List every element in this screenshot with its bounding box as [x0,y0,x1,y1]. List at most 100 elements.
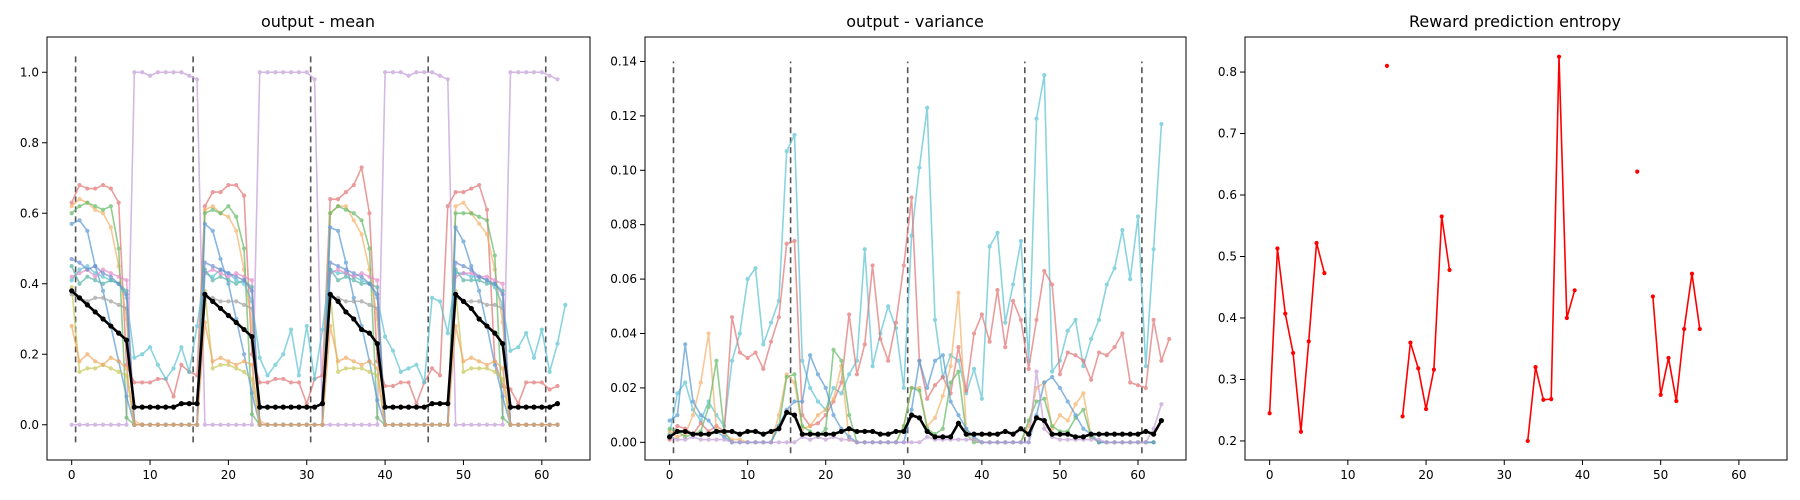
mean-series-1-point [241,193,247,198]
mean-series-12-point [139,404,145,410]
variance-series-5-point [714,437,719,442]
entropy-series-0-point [1658,392,1663,397]
entropy-series-0-point [1314,240,1319,246]
mean-series-12-point [366,330,373,336]
mean-chart-title: output - mean [261,12,375,31]
mean-series-8-point [335,267,341,272]
mean-series-0-point [77,422,82,427]
entropy-series-0-line [1652,272,1701,402]
mean-series-11-point [445,422,450,427]
mean-series-8-point [210,267,215,272]
mean-series-3-point [249,412,254,417]
variance-series-0-point [1159,121,1164,127]
variance-series-6-point [823,431,829,437]
variance-series-6-point [706,431,712,437]
variance-series-1-point [1042,268,1047,274]
variance-series-4-point [1065,399,1070,404]
mean-series-11-point [508,422,513,427]
mean-series-7-point [226,299,231,304]
variance-series-5-point [1112,440,1117,445]
mean-series-2 [69,197,560,427]
mean-series-5-point [335,271,341,276]
variance-series-6-point [1119,431,1125,437]
mean-series-5-point [430,295,435,300]
mean-series-12-point [296,404,302,410]
mean-series-10-point [85,267,90,272]
mean-series-6-point [367,369,372,374]
variance-series-4-point [948,399,953,404]
variance-series-6-point [877,431,883,437]
mean-series-12-point [523,404,529,410]
mean-series-1-point [304,401,309,406]
variance-series-0-point [925,105,930,110]
mean-series-6-point [85,366,90,371]
variance-series-5-point [1042,426,1047,431]
mean-series-11-point [124,366,129,371]
entropy-axes-frame [1244,36,1788,461]
variance-series-4-point [1073,413,1078,418]
mean-series-10-point [77,260,82,265]
variance-series-0-point [979,396,984,401]
mean-series-12-point [492,330,498,336]
variance-series-1-point [1081,358,1086,363]
variance-series-1-point [862,342,867,347]
variance-series-5-point [847,437,852,442]
entropy-series-0-point [1400,414,1405,419]
mean-series-12-point [311,404,318,410]
mean-series-10-point [367,281,372,286]
variance-series-6-point [994,431,1001,437]
mean-series-11-point [437,422,443,427]
variance-series-2-point [1065,418,1070,423]
mean-series-6-point [343,366,349,371]
mean-series-11-point [461,359,466,364]
mean-series-7-point [469,299,474,304]
mean-series-4-point [124,394,129,399]
mean-series-3-point [335,204,341,209]
variance-series-4-point [1042,380,1047,385]
variance-series-0-point [800,358,805,363]
variance-series-3-point [823,426,828,431]
mean-series-12-point [225,312,231,319]
mean-chart-plot: 0 10 20 30 40 50 60 0.0 0.2 0.4 0.6 0.8 1.0 [20,36,591,482]
mean-series-11-point [359,362,364,367]
variance-series-1-point [1050,282,1055,287]
variance-series-1-point [675,423,680,429]
variance-x-tick-label: 0 [666,468,674,482]
mean-series-9-point [69,264,74,269]
mean-series-1-point [257,380,262,385]
variance-x-tick-label: 50 [1052,468,1067,482]
entropy-series-0-point [1322,270,1327,276]
mean-series-7-point [108,299,113,304]
variance-series-6-point [1088,431,1094,437]
mean-series-3-point [93,204,98,209]
entropy-x-tick-label: 10 [1340,468,1355,482]
mean-series-0-point [140,70,145,75]
variance-series-0-point [683,380,688,385]
variance-series-0-point [1034,116,1039,121]
mean-series-0-point [351,422,356,427]
variance-series-5-point [1089,437,1094,442]
variance-series-1-point [987,339,992,344]
mean-series-5-point [234,278,239,283]
mean-series-11-point [500,366,505,371]
mean-series-9-point [343,274,349,279]
mean-series-3-point [202,211,207,216]
entropy-series-0-point [1666,355,1671,361]
mean-series-1-point [100,182,106,188]
mean-series-1-point [547,387,552,392]
variance-series-6-point [1010,431,1016,437]
mean-series-12-point [531,404,537,410]
mean-series-5-point [524,331,529,336]
variance-series-5-point [761,440,766,445]
entropy-series-0-point [1689,271,1695,276]
mean-series-9-point [461,278,466,283]
mean-series-12-point [210,298,216,304]
mean-series-3-point [100,207,106,212]
entropy-y-tick-label: 0.2 [1218,434,1237,448]
entropy-y-tick-label: 0.8 [1218,65,1237,79]
entropy-x-tick-label: 60 [1731,468,1746,482]
variance-series-0-point [792,132,797,138]
mean-series-2-point [93,207,98,212]
variance-series-0-point [784,149,789,154]
entropy-series-0-line [1526,55,1576,442]
